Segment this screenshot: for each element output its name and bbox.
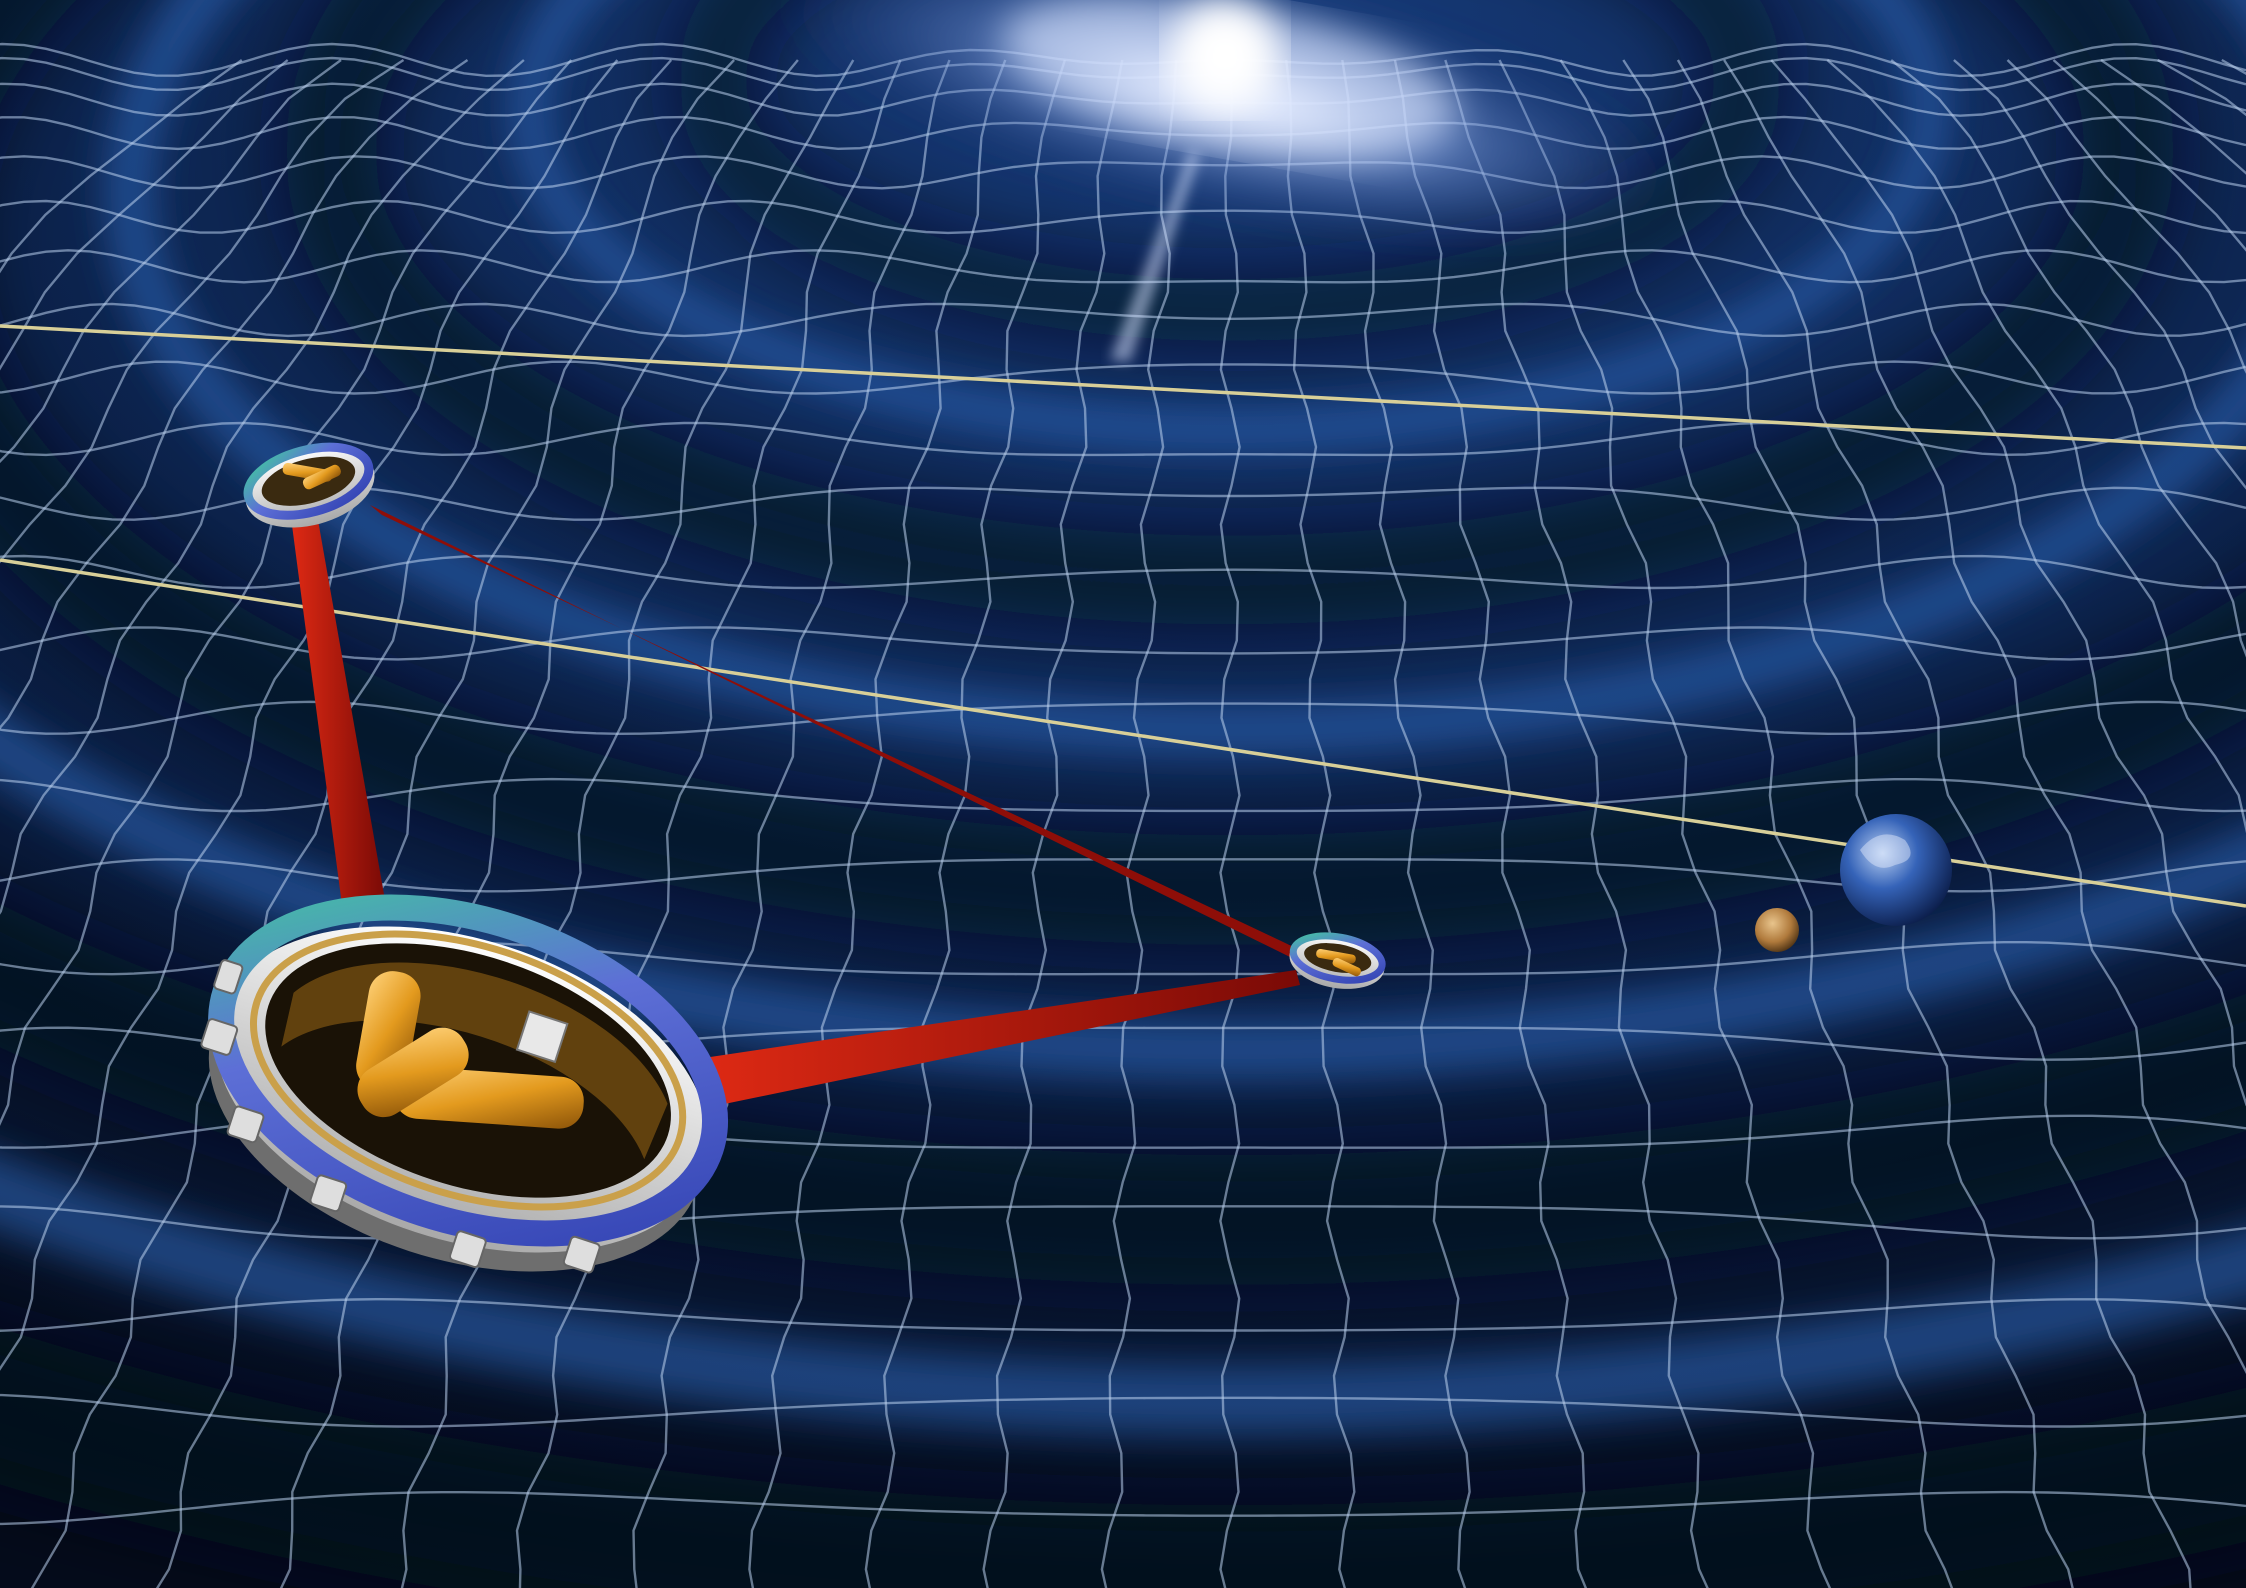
grid-line-vertical: [1219, 59, 1241, 1588]
grid-line-vertical: [864, 59, 1067, 1588]
grid-line-vertical: [1953, 59, 2246, 490]
grid-line-vertical: [1100, 59, 1178, 1588]
grid-line-horizontal: [0, 199, 2246, 235]
grid-line-horizontal: [0, 1205, 2246, 1240]
grid-line-vertical: [1826, 59, 2246, 834]
grid-line-vertical: [1285, 59, 1356, 1588]
grid-line-vertical: [748, 59, 1007, 1588]
grid-line-vertical: [1723, 59, 2246, 1374]
grid-line-vertical: [0, 58, 405, 564]
grid-line-vertical: [0, 59, 525, 915]
grid-line-vertical: [1341, 59, 1471, 1588]
grid-line-vertical: [0, 59, 342, 464]
grid-line-horizontal: [0, 554, 2246, 590]
earth: [1840, 814, 1952, 926]
grid-line-horizontal: [0, 1490, 2246, 1526]
grid-line-vertical: [1444, 59, 1709, 1588]
grid-line-vertical: [515, 59, 902, 1588]
galaxy: [769, 0, 1691, 362]
laser-beams: [290, 505, 1300, 1108]
grid-line-horizontal: [0, 700, 2246, 736]
grid-line-horizontal: [0, 1297, 2246, 1332]
grid-line-vertical: [1676, 59, 2192, 1588]
grid-line-horizontal: [0, 360, 2246, 395]
grid-line-vertical: [1498, 59, 1832, 1588]
grid-line-vertical: [155, 59, 735, 1588]
grid-line-vertical: [400, 59, 855, 1588]
grid-line-vertical: [0, 59, 289, 371]
grid-line-vertical: [0, 59, 469, 730]
grid-line-vertical: [0, 59, 619, 1371]
grid-line-vertical: [1393, 59, 1588, 1588]
spacecraft-small-right: [1289, 932, 1386, 989]
grid-line-vertical: [279, 59, 799, 1588]
grid-line-vertical: [0, 59, 573, 1126]
grid-line-vertical: [2006, 59, 2246, 374]
grid-line-horizontal: [0, 421, 2246, 457]
grid-line-vertical: [632, 59, 951, 1588]
grid-line-vertical: [30, 59, 673, 1588]
grid-line-horizontal: [0, 1393, 2246, 1428]
spacecraft-large: [200, 894, 728, 1274]
moon: [1755, 908, 1799, 952]
grid-line-horizontal: [0, 626, 2246, 661]
grid-line-vertical: [1890, 59, 2246, 658]
grid-line-vertical: [1770, 59, 2246, 1107]
spacecraft-small-top: [243, 442, 375, 528]
grid-line-horizontal: [0, 249, 2246, 284]
